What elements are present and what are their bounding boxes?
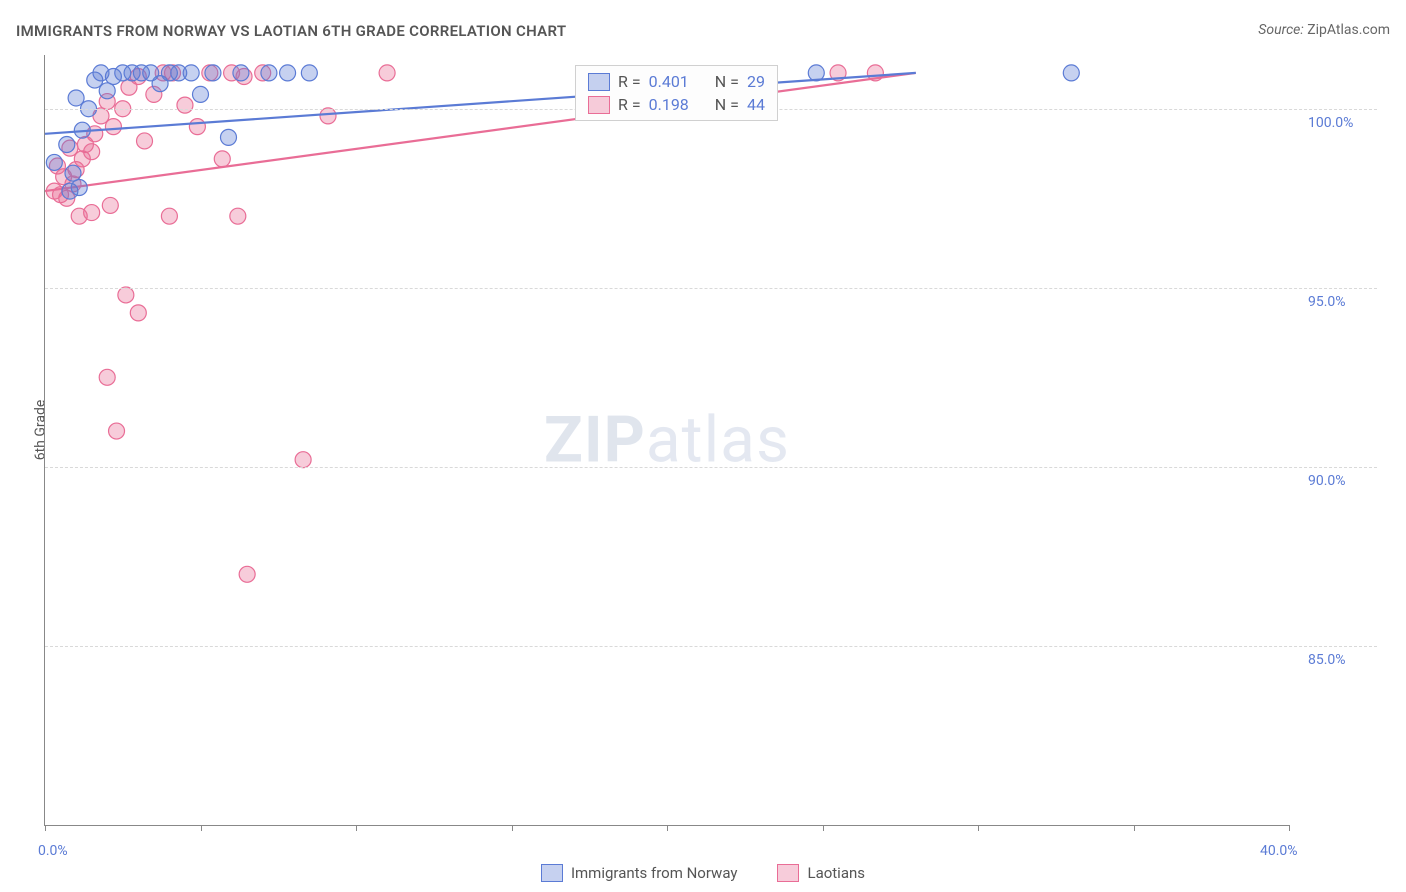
- legend-label: Immigrants from Norway: [571, 864, 738, 882]
- scatter-point: [109, 423, 125, 439]
- stat-r-label: R =: [618, 72, 641, 91]
- gridline: [45, 646, 1377, 647]
- y-tick-label: 95.0%: [1308, 294, 1346, 310]
- scatter-point: [261, 65, 277, 81]
- scatter-point: [62, 183, 78, 199]
- scatter-point: [46, 154, 62, 170]
- y-tick-label: 85.0%: [1308, 652, 1346, 668]
- x-tick: [667, 825, 668, 831]
- x-tick: [512, 825, 513, 831]
- stat-r-value: 0.198: [649, 95, 689, 114]
- scatter-point: [214, 151, 230, 167]
- legend-swatch: [541, 864, 563, 882]
- gridline: [45, 467, 1377, 468]
- stats-row: R = 0.401 N = 29: [576, 70, 777, 93]
- scatter-point: [59, 137, 75, 153]
- scatter-point: [205, 65, 221, 81]
- x-tick: [45, 825, 46, 831]
- x-tick: [978, 825, 979, 831]
- chart-svg: [45, 55, 1289, 825]
- scatter-point: [193, 86, 209, 102]
- source-label: Source:: [1258, 22, 1303, 38]
- scatter-point: [177, 97, 193, 113]
- stat-n-value: 44: [747, 95, 765, 114]
- scatter-point: [161, 208, 177, 224]
- scatter-point: [189, 119, 205, 135]
- x-tick-label: 40.0%: [1260, 843, 1298, 859]
- legend-item: Laotians: [777, 864, 865, 882]
- y-tick-label: 100.0%: [1308, 115, 1353, 131]
- stats-legend-box: R = 0.401 N = 29 R = 0.198 N = 44: [575, 65, 778, 121]
- scatter-point: [137, 133, 153, 149]
- scatter-point: [118, 287, 134, 303]
- legend-item: Immigrants from Norway: [541, 864, 738, 882]
- scatter-point: [105, 119, 121, 135]
- stats-row: R = 0.198 N = 44: [576, 93, 777, 116]
- trend-line: [45, 73, 916, 134]
- legend-label: Laotians: [807, 864, 865, 882]
- x-tick-label: 0.0%: [38, 843, 68, 859]
- scatter-point: [230, 208, 246, 224]
- chart-title: IMMIGRANTS FROM NORWAY VS LAOTIAN 6TH GR…: [16, 22, 566, 40]
- legend-swatch: [588, 73, 610, 91]
- x-tick: [1134, 825, 1135, 831]
- x-tick: [201, 825, 202, 831]
- scatter-point: [65, 165, 81, 181]
- x-tick: [356, 825, 357, 831]
- scatter-point: [280, 65, 296, 81]
- gridline: [45, 288, 1377, 289]
- scatter-point: [301, 65, 317, 81]
- trend-line: [45, 73, 916, 191]
- source-value: ZipAtlas.com: [1307, 22, 1390, 38]
- scatter-point: [239, 566, 255, 582]
- scatter-point: [130, 305, 146, 321]
- scatter-point: [220, 129, 236, 145]
- scatter-point: [99, 369, 115, 385]
- y-tick-label: 90.0%: [1308, 473, 1346, 489]
- source-attribution: Source: ZipAtlas.com: [1258, 22, 1390, 38]
- scatter-point: [84, 144, 100, 160]
- x-tick: [823, 825, 824, 831]
- chart-plot-area: ZIPatlas: [44, 55, 1289, 826]
- stat-n-label: N =: [715, 72, 739, 91]
- stat-n-value: 29: [747, 72, 765, 91]
- stat-r-value: 0.401: [649, 72, 689, 91]
- stat-n-label: N =: [715, 95, 739, 114]
- scatter-point: [379, 65, 395, 81]
- scatter-point: [233, 65, 249, 81]
- scatter-point: [102, 197, 118, 213]
- scatter-point: [183, 65, 199, 81]
- legend-swatch: [777, 864, 799, 882]
- legend-bottom: Immigrants from Norway Laotians: [0, 864, 1406, 882]
- stat-r-label: R =: [618, 95, 641, 114]
- scatter-point: [84, 205, 100, 221]
- scatter-point: [295, 452, 311, 468]
- scatter-point: [99, 83, 115, 99]
- legend-swatch: [588, 96, 610, 114]
- scatter-point: [1063, 65, 1079, 81]
- x-tick: [1289, 825, 1290, 831]
- scatter-point: [320, 108, 336, 124]
